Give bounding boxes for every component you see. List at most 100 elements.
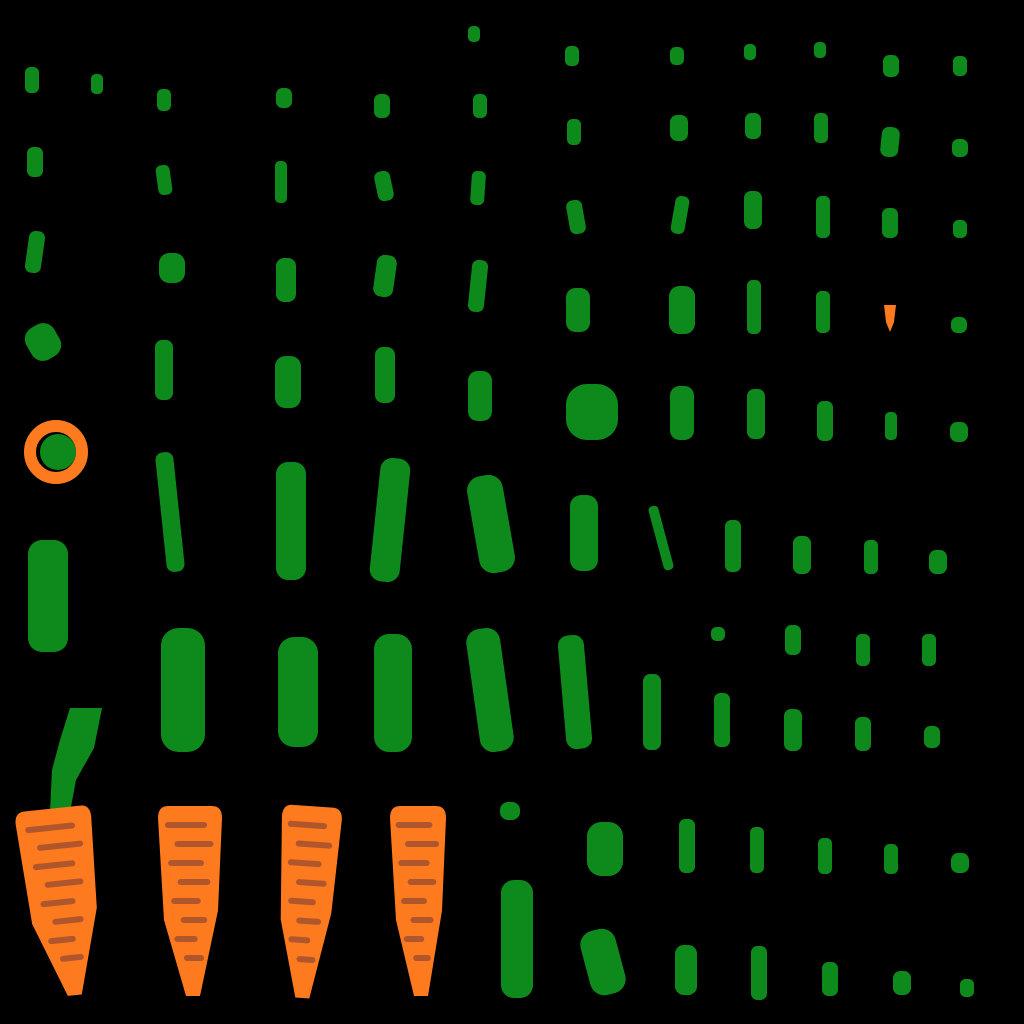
leaf-sprite [670,386,694,440]
leaf-sprite [473,94,487,118]
carrot-stripe [37,840,84,851]
leaf-sprite [725,520,741,572]
carrot-stem-sprite [28,540,68,652]
carrot-stripe [296,917,322,925]
carrot-stripe [44,878,84,888]
leaf-sprite [814,42,826,58]
leaf-sprite [711,627,725,641]
leaf-sprite [950,422,968,442]
leaf-sprite [374,634,412,752]
leaf-sprite [278,637,318,747]
carrot-stripe [48,935,76,945]
carrot-stripe [171,898,201,904]
leaf-sprite [643,674,661,750]
leaf-sprite [883,55,899,77]
leaf-sprite [882,208,898,238]
leaf-sprite [580,928,626,996]
leaf-sprite [648,505,674,571]
leaf-sprite [24,323,62,361]
leaf-sprite [751,946,767,1000]
leaf-sprite [276,258,296,302]
large-sprites [15,420,446,999]
leaf-sprite [855,717,871,751]
carrot-stripe [174,936,198,942]
leaf-sprite [744,44,756,60]
leaf-sprite [587,822,623,876]
leaf-sprite [885,412,897,440]
carrot-stripe [183,955,205,961]
carrot-stripe [403,936,425,942]
leaf-sprite [750,827,764,873]
leaf-sprite [570,495,598,571]
carrot-stripe [407,879,437,885]
leaf-sprite [670,47,684,65]
carrot-stripe [296,879,327,887]
leaf-sprite [155,164,173,196]
leaf-sprite [745,113,761,139]
leaf-sprite [501,880,533,998]
leaf-sprite [679,819,695,873]
leaf-sprite [155,340,173,400]
carrot-stripe [164,822,208,828]
leaf-sprite [864,540,878,574]
leaf-sprite [470,170,486,206]
leaf-sprite [468,371,492,421]
leaf-sprite [814,113,828,143]
carrot-stripe [287,820,328,830]
leaf-sprite [159,253,185,283]
leaf-sprite [567,119,581,145]
leaf-sprite [466,627,514,753]
carrot-top-leaf [50,708,102,812]
leaf-sprite [929,550,947,574]
leaf-sprite [155,452,185,572]
leaf-sprite [818,838,832,874]
carrot-stripe [168,860,204,866]
carrot-ring-sprite [24,420,88,484]
carrot-stripe [177,879,211,885]
leaf-sprite [960,979,974,997]
leaf-sprite [374,94,390,118]
carrot-stripe [296,956,316,963]
leaf-sprite [468,26,480,42]
leaf-sprite [784,709,802,751]
leaf-sprite [744,191,762,229]
leaf-sprite [670,115,688,141]
carrot-stripe [401,898,427,904]
leaf-sprite [953,56,967,76]
carrot-stripe [288,897,316,906]
carrot-stripe [410,917,434,923]
leaf-sprite [565,46,579,66]
leaf-sprite [670,195,690,235]
carrot-sprite [390,806,446,996]
leaf-sprite [822,962,838,996]
leaf-sprite [373,254,397,298]
carrot-stripe [59,953,84,962]
carrot-tip-sprite [884,305,896,332]
leaf-sprite [375,347,395,403]
leaf-sprite [816,291,830,333]
carrot-stripe [287,859,322,868]
carrot-stripe [40,898,76,908]
leaf-sprite [747,280,761,334]
leaf-sprites [24,26,974,1000]
leaf-sprite [953,220,967,238]
leaf-sprite [275,356,301,408]
leaf-sprite [793,536,811,574]
leaf-sprite [467,474,515,574]
leaf-sprite [557,634,593,750]
leaf-sprite [157,89,171,111]
leaf-sprite [500,802,520,820]
leaf-sprite [856,634,870,666]
leaf-sprite [817,401,833,441]
carrot-stripe [32,860,76,871]
leaf-sprite [884,844,898,874]
leaf-sprite [952,139,968,157]
carrot-stripe [398,860,430,866]
leaf-sprite [161,628,205,752]
leaf-sprite [24,230,46,274]
carrot-stripe [174,841,214,847]
leaf-sprite [816,196,830,238]
leaf-sprite [374,170,394,202]
leaf-sprite [566,384,618,440]
